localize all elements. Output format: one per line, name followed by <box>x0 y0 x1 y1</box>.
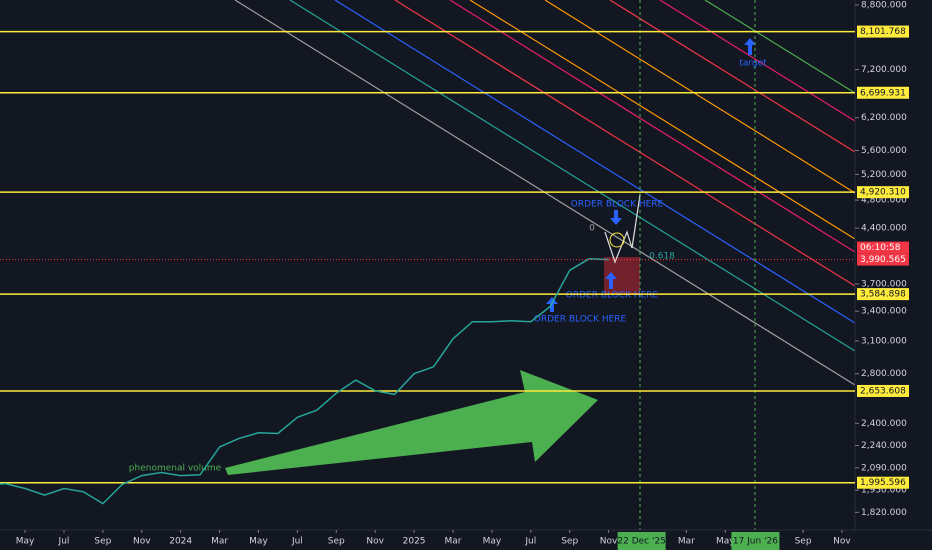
x-marker-box <box>731 532 780 550</box>
y-tick-label: 5,200.000 <box>861 170 907 180</box>
x-tick-label: 2024 <box>169 537 192 547</box>
price-line <box>0 258 609 505</box>
y-tick-label: 3,700.000 <box>861 279 907 289</box>
x-tick-label: May <box>16 537 35 547</box>
level-tag <box>857 476 909 489</box>
x-marker-label: 17 Jun '26 <box>733 537 778 547</box>
blue-arrows <box>546 38 756 312</box>
level-tag <box>857 25 909 38</box>
y-tick-label: 3,400.000 <box>861 307 907 317</box>
y-tick-label: 3,100.000 <box>861 336 907 346</box>
y-tick-label: 2,800.000 <box>861 369 907 379</box>
x-tick-label: Jul <box>291 537 303 547</box>
annotation: ORDER BLOCK HERE <box>534 315 627 325</box>
y-tick-label: 2,240.000 <box>861 441 907 451</box>
annotation: ORDER BLOCK HERE <box>571 200 664 210</box>
y-tick-label: 2,090.000 <box>861 463 907 473</box>
annotation: 0 <box>589 224 595 234</box>
x-tick-label: Sep <box>561 537 578 547</box>
highlight-circle <box>609 232 625 248</box>
level-label: 6,699.931 <box>860 88 906 98</box>
x-tick-label: May <box>483 537 502 547</box>
channel-lines <box>234 0 856 386</box>
countdown-tag <box>857 241 909 254</box>
x-tick-label: Nov <box>366 537 384 547</box>
x-marker-box <box>617 532 666 550</box>
y-tick-label: 8,800.000 <box>861 0 907 10</box>
level-tag <box>857 86 909 99</box>
level-label: 1,995.596 <box>860 478 906 488</box>
x-tick-label: Jul <box>524 537 536 547</box>
level-tag <box>857 186 909 199</box>
y-tick-label: 1,820.000 <box>861 508 907 518</box>
x-tick-label: Jul <box>58 537 70 547</box>
level-label: 2,653.608 <box>860 386 906 396</box>
y-tick-label: 6,200.000 <box>861 113 907 123</box>
annotation: phenomenal volume <box>129 464 222 474</box>
y-tick-label: 7,200.000 <box>861 65 907 75</box>
level-label: 3,584.898 <box>860 290 906 300</box>
projection-path <box>604 194 641 264</box>
annotation: 0.618 <box>649 252 675 262</box>
y-tick-label: 5,600.000 <box>861 146 907 156</box>
last-price-tag <box>857 253 909 266</box>
x-tick-label: Nov <box>133 537 151 547</box>
y-tick-label: 4,800.000 <box>861 196 907 206</box>
level-tag <box>857 384 909 397</box>
y-tick-label: 1,950.000 <box>861 486 907 496</box>
x-marker-label: 22 Dec '25 <box>617 537 666 547</box>
countdown-label: 06:10:58 <box>860 243 901 253</box>
last-price-label: 3,990.565 <box>860 255 906 265</box>
volume-arrow <box>225 370 598 475</box>
x-tick-label: Mar <box>678 537 695 547</box>
y-tick-label: 4,400.000 <box>861 224 907 234</box>
y-tick-label: 2,400.000 <box>861 419 907 429</box>
level-label: 4,920.310 <box>860 188 906 198</box>
x-tick-label: 2025 <box>403 537 426 547</box>
x-tick-label: May <box>249 537 268 547</box>
level-tag <box>857 288 909 301</box>
x-tick-label: Nov <box>833 537 851 547</box>
x-tick-label: Sep <box>94 537 111 547</box>
x-tick-label: Mar <box>211 537 228 547</box>
x-tick-label: Sep <box>328 537 345 547</box>
annotation: target <box>739 59 767 69</box>
x-tick-label: May <box>716 537 735 547</box>
x-tick-label: Mar <box>444 537 461 547</box>
x-tick-label: Sep <box>795 537 812 547</box>
annotation: ORDER BLOCK HERE <box>566 291 659 301</box>
x-tick-label: Nov <box>600 537 618 547</box>
level-label: 8,101.768 <box>860 27 906 37</box>
